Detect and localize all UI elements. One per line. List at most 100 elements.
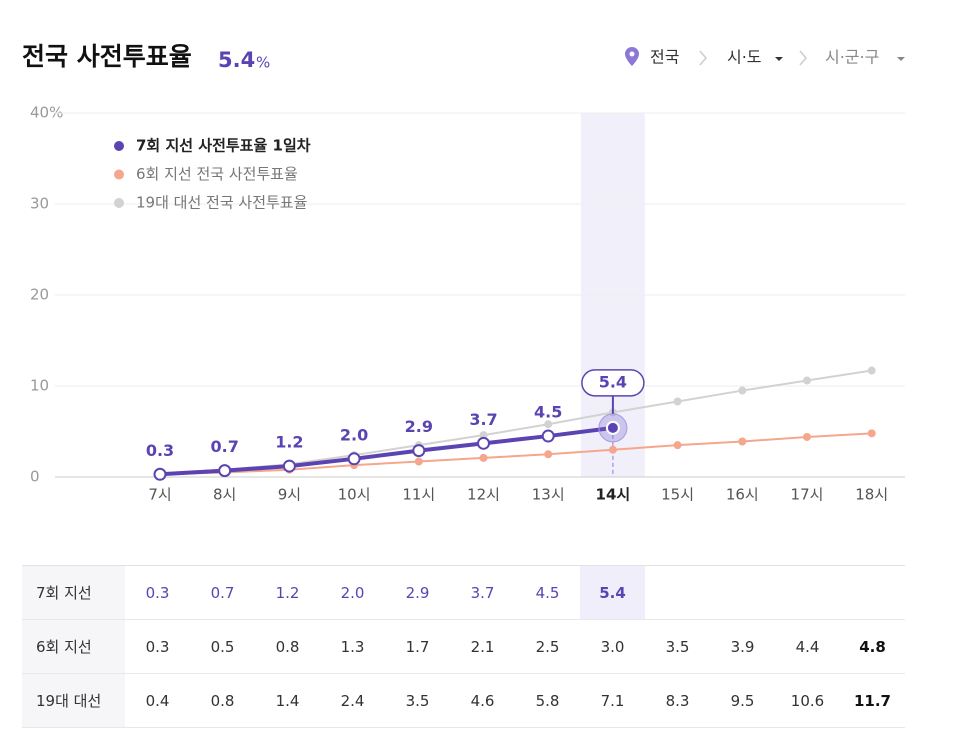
data-point bbox=[153, 467, 167, 481]
table-cell: 8.3 bbox=[665, 691, 690, 710]
table-cell bbox=[775, 566, 840, 619]
dropdown-caret bbox=[775, 57, 783, 61]
breadcrumb-chevron bbox=[699, 50, 707, 66]
series-line bbox=[159, 432, 872, 476]
data-label: 2.0 bbox=[340, 425, 368, 444]
data-point bbox=[608, 445, 617, 454]
table-cell: 4.4 bbox=[795, 637, 820, 656]
data-point bbox=[479, 453, 488, 462]
table-cell: 2.5 bbox=[535, 637, 560, 656]
y-tick-label: 20 bbox=[30, 286, 49, 304]
data-point bbox=[738, 437, 747, 446]
data-label: 0.3 bbox=[146, 441, 174, 460]
breadcrumb-item[interactable]: 시·군·구 bbox=[825, 48, 879, 67]
x-tick-label: 15시 bbox=[661, 486, 694, 504]
table-cell: 1.4 bbox=[275, 691, 300, 710]
data-point bbox=[544, 420, 553, 429]
table-cell: 3.9 bbox=[730, 637, 755, 656]
legend-label: 6회 지선 전국 사전투표율 bbox=[136, 165, 298, 183]
data-point bbox=[414, 457, 423, 466]
table-cell: 9.5 bbox=[730, 691, 755, 710]
y-tick-label: 10 bbox=[30, 377, 49, 395]
data-label: 3.7 bbox=[469, 410, 497, 429]
data-point bbox=[218, 464, 232, 478]
data-point bbox=[867, 366, 876, 375]
table-cell: 0.3 bbox=[145, 637, 170, 656]
legend-marker bbox=[114, 169, 124, 180]
table-cell: 2.9 bbox=[405, 583, 430, 602]
data-point bbox=[803, 432, 811, 441]
table-row: 19대 대선 0.4 0.8 1.4 2.4 3.5 4.6 5.8 7.1 8.3 9.5 10.6… bbox=[22, 674, 905, 728]
x-tick-label: 13시 bbox=[532, 486, 565, 504]
table-cell: 3.0 bbox=[600, 637, 625, 656]
table-cell: 1.2 bbox=[275, 583, 300, 602]
y-tick-label: 40% bbox=[30, 104, 63, 122]
table-cell bbox=[710, 566, 775, 619]
table-cell: 2.1 bbox=[470, 637, 495, 656]
table-cell: 0.7 bbox=[210, 583, 235, 602]
table-cell: 2.0 bbox=[340, 583, 365, 602]
table-row: 6회 지선 0.3 0.5 0.8 1.3 1.7 2.1 2.5 3.0 3.5 3.9 4.4 4.… bbox=[22, 620, 905, 674]
headline-value: 5.4 bbox=[218, 48, 255, 72]
x-tick-label: 12시 bbox=[467, 486, 500, 504]
data-point bbox=[803, 376, 811, 385]
y-tick-label: 0 bbox=[30, 468, 40, 486]
data-point bbox=[477, 436, 490, 450]
x-tick-label: 8시 bbox=[213, 486, 236, 504]
table-cell: 0.4 bbox=[145, 691, 170, 710]
tooltip-value: 5.4 bbox=[599, 372, 627, 391]
data-point bbox=[412, 444, 426, 458]
table-cell: 5.4 bbox=[580, 566, 645, 619]
table-cell: 1.3 bbox=[340, 637, 365, 656]
page-title: 전국 사전투표율 bbox=[22, 42, 192, 71]
data-point bbox=[673, 441, 682, 450]
table-cell: 4.6 bbox=[470, 691, 495, 710]
x-tick-label: 7시 bbox=[148, 486, 171, 504]
x-tick-label: 18시 bbox=[855, 486, 888, 504]
x-tick-label: 10시 bbox=[338, 486, 371, 504]
table-cell: 0.5 bbox=[210, 637, 235, 656]
table-row: 7회 지선 0.3 0.7 1.2 2.0 2.9 3.7 4.5 5.4 bbox=[22, 566, 905, 620]
x-tick-label: 16시 bbox=[726, 486, 759, 504]
x-tick-label: 14시 bbox=[596, 486, 631, 504]
data-point bbox=[867, 429, 876, 438]
table-cell: 3.7 bbox=[470, 583, 495, 602]
legend-label: 19대 대선 전국 사전투표율 bbox=[136, 194, 307, 212]
table-cell: 4.8 bbox=[859, 637, 886, 656]
table-cell: 10.6 bbox=[790, 691, 825, 710]
table-cell: 1.7 bbox=[405, 637, 430, 656]
dropdown-caret bbox=[897, 57, 905, 61]
table-cell bbox=[645, 566, 710, 619]
data-point bbox=[347, 452, 361, 466]
chart: 전국 사전투표율 5.4 % 전국 시·도 시·군·구 0 10 20 30 40% 7시… bbox=[22, 42, 905, 504]
table-cell: 3.5 bbox=[405, 691, 430, 710]
data-label: 1.2 bbox=[275, 433, 303, 452]
data-point bbox=[738, 386, 747, 395]
row-label: 7회 지선 bbox=[22, 566, 125, 619]
y-tick-label: 30 bbox=[30, 195, 49, 213]
data-point bbox=[479, 431, 488, 440]
table-cell: 0.8 bbox=[210, 691, 235, 710]
legend-marker bbox=[114, 198, 124, 208]
breadcrumb-item[interactable]: 시·도 bbox=[727, 48, 762, 67]
table-cell: 4.5 bbox=[535, 583, 560, 602]
breadcrumb-chevron bbox=[799, 50, 807, 66]
data-label: 2.9 bbox=[405, 417, 433, 436]
row-label: 19대 대선 bbox=[22, 674, 125, 727]
data-label: 0.7 bbox=[211, 437, 239, 456]
series-line bbox=[159, 425, 614, 477]
location-icon-dot bbox=[629, 51, 635, 57]
data-point bbox=[673, 397, 682, 406]
x-tick-label: 11시 bbox=[402, 486, 435, 504]
row-label: 6회 지선 bbox=[22, 620, 125, 673]
breadcrumb-item[interactable]: 전국 bbox=[650, 48, 679, 67]
table-cell: 5.8 bbox=[535, 691, 560, 710]
table-cell: 0.3 bbox=[145, 583, 170, 602]
legend-label: 7회 지선 사전투표율 1일차 bbox=[136, 137, 311, 155]
table-cell bbox=[840, 566, 905, 619]
table-cell: 7.1 bbox=[600, 691, 625, 710]
table-cell: 3.5 bbox=[665, 637, 690, 656]
table-cell: 11.7 bbox=[853, 691, 891, 710]
data-label: 4.5 bbox=[534, 403, 562, 422]
